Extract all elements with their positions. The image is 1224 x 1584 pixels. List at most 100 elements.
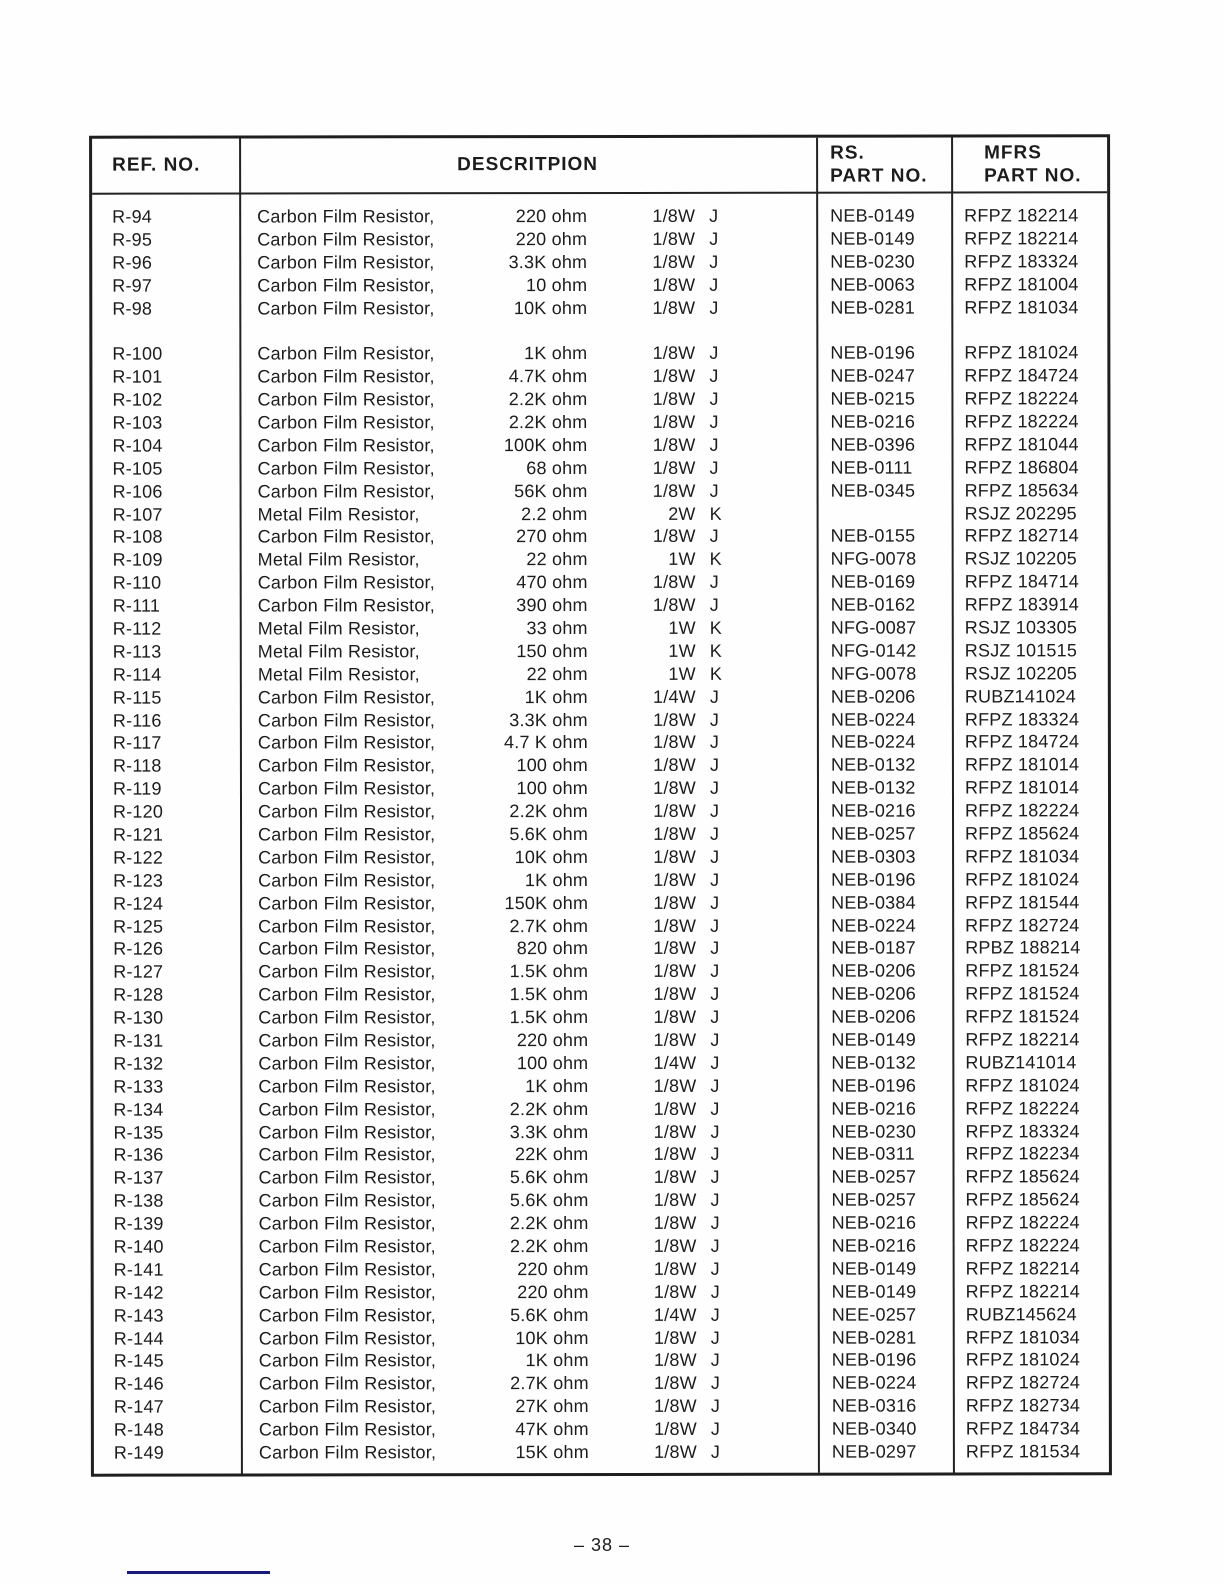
- description-cell: Carbon Film Resistor, 10K ohm 1/8W J: [240, 847, 817, 869]
- ref-no-cell: R-109: [112, 549, 163, 570]
- description-tolerance: K: [709, 617, 722, 638]
- description-cell: Carbon Film Resistor, 150K ohm 1/8W J: [240, 892, 817, 914]
- table-row: R-134 Carbon Film Resistor, 2.2K ohm 1/8…: [93, 1097, 1108, 1121]
- rs-part-no-cell: NEB-0216: [831, 1212, 917, 1233]
- description-name: Carbon Film Resistor,: [257, 206, 435, 227]
- table-row: R-139 Carbon Film Resistor, 2.2K ohm 1/8…: [94, 1211, 1109, 1235]
- description-wattage: 1/8W: [652, 251, 696, 272]
- description-name: Carbon Film Resistor,: [257, 389, 435, 410]
- mfrs-part-no-cell: RFPZ 181024: [965, 1349, 1081, 1370]
- description-value: 4.7K ohm: [508, 366, 588, 387]
- table-row: R-96 Carbon Film Resistor, 3.3K ohm 1/8W…: [92, 250, 1107, 274]
- description-name: Carbon Film Resistor,: [258, 1121, 436, 1143]
- description-name: Carbon Film Resistor,: [258, 1144, 436, 1165]
- description-wattage: 1/8W: [653, 1350, 697, 1371]
- description-value: 270 ohm: [516, 526, 588, 547]
- mfrs-part-no-cell: RFPZ 182224: [964, 388, 1079, 409]
- ref-no-cell: R-119: [112, 778, 162, 799]
- description-name: Carbon Film Resistor,: [257, 526, 435, 547]
- mfrs-part-no-cell: RFPZ 181534: [965, 1441, 1081, 1462]
- description-value: 1.5K ohm: [509, 1007, 589, 1028]
- table-row: R-113 Metal Film Resistor, 150 ohm 1W K …: [93, 639, 1108, 663]
- table-header-row: REF. NO. DESCRITPION RS. PART NO. MFRS P…: [92, 137, 1107, 192]
- description-tolerance: J: [710, 1144, 720, 1165]
- description-value: 33 ohm: [526, 617, 588, 639]
- ref-no-cell: R-123: [113, 870, 164, 891]
- description-tolerance: J: [709, 480, 719, 501]
- description-tolerance: J: [710, 915, 720, 936]
- rs-part-no-cell: NEB-0345: [830, 480, 916, 501]
- table-row: R-105 Carbon Film Resistor, 68 ohm 1/8W …: [93, 456, 1108, 480]
- table-row: R-146 Carbon Film Resistor, 2.7K ohm 1/8…: [94, 1372, 1109, 1396]
- table-row: R-111 Carbon Film Resistor, 390 ohm 1/8W…: [93, 593, 1108, 617]
- rs-part-no-cell: NEE-0257: [831, 1304, 917, 1325]
- ref-no-cell: R-132: [113, 1053, 164, 1074]
- ref-no-cell: R-137: [113, 1167, 164, 1189]
- description-value: 4.7 K ohm: [504, 732, 588, 753]
- description-name: Carbon Film Resistor,: [257, 343, 435, 364]
- description-name: Carbon Film Resistor,: [257, 732, 436, 753]
- description-value: 56K ohm: [514, 480, 588, 501]
- description-name: Metal Film Resistor,: [257, 618, 420, 639]
- rs-part-no-cell: NEB-0187: [831, 937, 916, 959]
- description-wattage: 1/8W: [653, 846, 697, 867]
- ref-no-cell: R-125: [113, 916, 164, 937]
- description-cell: Metal Film Resistor, 22 ohm 1W K: [240, 663, 817, 685]
- rs-part-no-cell: NFG-0087: [830, 617, 917, 638]
- ref-no-cell: R-142: [113, 1282, 164, 1303]
- header-mfrs-line1: MFRS: [984, 142, 1042, 164]
- description-name: Carbon Film Resistor,: [257, 480, 435, 502]
- description-tolerance: J: [710, 1235, 720, 1256]
- description-cell: Carbon Film Resistor, 2.2K ohm 1/8W J: [239, 412, 816, 434]
- table-row: R-116 Carbon Film Resistor, 3.3K ohm 1/8…: [93, 708, 1108, 732]
- ref-no-cell: R-127: [113, 961, 164, 983]
- description-cell: Carbon Film Resistor, 820 ohm 1/8W J: [240, 938, 817, 960]
- description-name: Carbon Film Resistor,: [258, 1350, 437, 1371]
- rs-part-no-cell: NEB-0340: [831, 1418, 917, 1439]
- description-value: 2.2K ohm: [509, 1213, 589, 1234]
- description-wattage: 1/8W: [653, 984, 697, 1005]
- rs-part-no-cell: NEB-0149: [831, 1258, 917, 1279]
- ref-no-cell: R-100: [112, 343, 163, 364]
- table-row: R-124 Carbon Film Resistor, 150K ohm 1/8…: [93, 891, 1108, 915]
- description-value: 2.2 ohm: [521, 503, 588, 524]
- rs-part-no-cell: NEB-0149: [830, 205, 915, 226]
- description-value: 1K ohm: [524, 343, 588, 364]
- table-row: R-119 Carbon Film Resistor, 100 ohm 1/8W…: [93, 777, 1108, 801]
- description-value: 1K ohm: [525, 1350, 589, 1371]
- table-row: R-121 Carbon Film Resistor, 5.6K ohm 1/8…: [93, 822, 1108, 846]
- description-cell: Carbon Film Resistor, 5.6K ohm 1/8W J: [241, 1190, 818, 1212]
- parts-table: REF. NO. DESCRITPION RS. PART NO. MFRS P…: [89, 134, 1112, 1477]
- description-cell: Carbon Film Resistor, 220 ohm 1/8W J: [241, 1281, 818, 1303]
- description-value: 10 ohm: [526, 274, 588, 295]
- description-value: 3.3K ohm: [508, 251, 588, 272]
- description-name: Carbon Film Resistor,: [257, 801, 436, 822]
- rs-part-no-cell: NFG-0142: [830, 640, 917, 661]
- table-row: R-100 Carbon Film Resistor, 1K ohm 1/8W …: [92, 342, 1107, 366]
- rs-part-no-cell: NEB-0216: [831, 1098, 917, 1119]
- description-wattage: 1/8W: [653, 892, 697, 913]
- description-cell: Carbon Film Resistor, 1K ohm 1/8W J: [240, 1075, 817, 1097]
- table-row: R-106 Carbon Film Resistor, 56K ohm 1/8W…: [93, 479, 1108, 503]
- ref-no-cell: R-141: [113, 1259, 164, 1280]
- table-row: R-144 Carbon Film Resistor, 10K ohm 1/8W…: [94, 1326, 1109, 1350]
- description-tolerance: J: [710, 1304, 720, 1325]
- description-tolerance: J: [709, 343, 719, 364]
- description-value: 100 ohm: [516, 1052, 589, 1074]
- description-name: Carbon Film Resistor,: [258, 1373, 437, 1394]
- description-tolerance: J: [710, 938, 720, 959]
- table-row: R-128 Carbon Film Resistor, 1.5K ohm 1/8…: [93, 983, 1108, 1007]
- description-cell: Carbon Film Resistor, 220 ohm 1/8W J: [240, 1030, 817, 1052]
- rs-part-no-cell: NEB-0281: [830, 297, 915, 318]
- description-cell: Carbon Film Resistor, 1.5K ohm 1/8W J: [240, 1007, 817, 1029]
- description-tolerance: J: [710, 1327, 720, 1348]
- rs-part-no-cell: NEB-0132: [831, 1052, 917, 1073]
- rs-part-no-cell: NEB-0311: [831, 1144, 915, 1165]
- description-tolerance: J: [709, 251, 719, 272]
- description-cell: Carbon Film Resistor, 10K ohm 1/8W J: [239, 297, 816, 319]
- description-tolerance: J: [709, 274, 719, 295]
- description-name: Carbon Film Resistor,: [258, 1442, 437, 1463]
- description-cell: Metal Film Resistor, 22 ohm 1W K: [240, 549, 817, 571]
- description-tolerance: J: [710, 1052, 720, 1073]
- rs-part-no-cell: NEB-0149: [830, 228, 915, 249]
